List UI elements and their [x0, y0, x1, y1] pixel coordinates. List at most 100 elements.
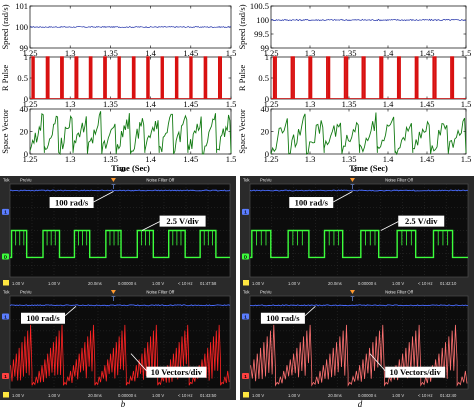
scale-annotation: 10 Vectors/div [151, 367, 203, 377]
x-tick-label: 1.5 [226, 99, 237, 109]
scale-annotation: 10 Vectors/div [390, 367, 442, 377]
footer-position: 0.00000 s [118, 393, 136, 398]
scope-b-bot: Tek PreVu Noise Filter Off T 1 1 100 rad/s 10 V… [0, 288, 236, 400]
scope-mode: PreVu [260, 178, 272, 183]
x-tick-label: 1.4 [383, 48, 394, 58]
annotation-box [21, 312, 65, 324]
channel-1-marker-icon [2, 313, 9, 320]
speed-trace [249, 189, 469, 192]
x-tick-label: 1.5 [461, 48, 472, 58]
x-tick-label: 1.4 [145, 154, 156, 164]
r-pulse-trace [250, 229, 468, 259]
channel-1-label: 1 [4, 314, 7, 319]
channel-1-marker-icon [242, 313, 249, 320]
footer-ch1-icon [3, 280, 9, 286]
x-tick-label: 1.5 [226, 154, 237, 164]
plot-frame [270, 5, 467, 49]
subplot-speed: 1.25 1.3 1.35 1.4 1.45 1.5 99 99.5 100 100.5Speed… [237, 1, 471, 58]
x-tick-label: 1.5 [226, 48, 237, 58]
x-tick-label: 1.45 [183, 48, 198, 58]
annotation-arrow [130, 353, 147, 371]
y-tick-label: 100.5 [250, 1, 269, 11]
channel-2-label: 1 [4, 374, 7, 379]
speed-annotation: 100 rad/s [55, 198, 89, 208]
x-tick-label: 1.35 [103, 99, 118, 109]
channel-2-marker-icon [242, 253, 249, 260]
trigger-t-icon: T [111, 296, 116, 303]
x-tick-label: 1.35 [342, 99, 357, 109]
footer-timebase: 20.0ms [88, 393, 102, 398]
footer-trigger-level: 1.00 V [152, 393, 164, 398]
x-tick-label: 1.25 [264, 154, 279, 164]
channel-2-marker-icon [242, 372, 249, 379]
subplot-r_pulse: 1.25 1.3 1.35 1.4 1.45 1.5 0 0.5 1 R Pulse [237, 52, 471, 109]
x-tick-label: 1.25 [23, 99, 38, 109]
subplot-r_pulse: 1.25 1.3 1.35 1.4 1.45 1.5 0 0.5 1 R Pulse [0, 52, 236, 109]
scope-filter: Noise Filter Off [146, 178, 175, 183]
x-tick-label: 1.5 [461, 154, 472, 164]
annotation-box [289, 197, 334, 209]
annotation-box [49, 197, 94, 209]
trigger-marker-icon [110, 290, 116, 294]
annotation-arrow [369, 353, 386, 371]
x-tick-label: 1.4 [383, 154, 394, 164]
x-tick-label: 1.45 [183, 99, 198, 109]
subplot-space_vector: 1.25 1.3 1.35 1.4 1.45 1.5 0 20 40 Space Vector Ti… [237, 104, 471, 173]
y-axis-label: R Pulse [0, 65, 10, 91]
footer-record: < 10 Hz [418, 281, 433, 286]
y-tick-label: 99 [261, 43, 270, 53]
x-tick-label: 1.35 [342, 48, 357, 58]
scale-annotation: 2.5 V/div [166, 216, 199, 226]
x-tick-label: 1.4 [145, 48, 156, 58]
y-tick-label: 1 [265, 52, 269, 62]
channel-2-marker-icon [2, 253, 9, 260]
scope-brand: Tek [243, 178, 250, 183]
y-tick-label: 0.5 [258, 73, 269, 83]
annotation-box [385, 366, 446, 378]
annotation-arrow [380, 221, 399, 231]
x-tick-label: 1.4 [145, 99, 156, 109]
scope-brand: Tek [3, 178, 10, 183]
y-tick-label: 0 [24, 149, 28, 159]
speed-trace [9, 189, 231, 192]
annotation-arrow [333, 191, 353, 203]
y-tick-label: 101 [15, 1, 28, 11]
space-vector-trace [250, 324, 468, 387]
footer-record: < 10 Hz [418, 393, 433, 398]
annotation-box [398, 215, 445, 227]
trigger-t-icon: T [350, 296, 355, 303]
trigger-marker-icon [110, 178, 116, 182]
y-axis-label: Speed (rad/s) [0, 4, 10, 49]
x-tick-label: 1.35 [103, 154, 118, 164]
footer-trigger-level: 1.00 V [392, 281, 404, 286]
y-tick-label: 1 [24, 52, 28, 62]
subplot-speed: 1.25 1.3 1.35 1.4 1.45 1.5 99 100 101 Speed (rad/… [0, 1, 236, 58]
x-axis-label: Time (Sec) [111, 163, 150, 173]
footer-ch1-scale: 1.00 V [252, 393, 264, 398]
y-tick-label: 100 [15, 22, 28, 32]
scope-brand: Tek [243, 290, 250, 295]
speed-annotation: 100 rad/s [26, 313, 60, 323]
channel-1-label: 1 [244, 210, 247, 215]
footer-position: 0.00000 s [358, 393, 376, 398]
x-tick-label: 1.45 [420, 154, 435, 164]
footer-ch1-icon [243, 280, 249, 286]
footer-ch2-scale: 1.00 V [288, 281, 300, 286]
footer-ch1-scale: 1.00 V [252, 281, 264, 286]
footer-position: 0.00000 s [118, 281, 136, 286]
x-tick-label: 1.3 [65, 99, 76, 109]
trigger-t-icon: T [350, 184, 355, 191]
panel-label: a [121, 164, 126, 174]
x-tick-label: 1.35 [342, 154, 357, 164]
footer-clock: 01:47:58 [200, 281, 217, 286]
x-tick-label: 1.5 [461, 99, 472, 109]
footer-record: < 10 Hz [178, 393, 193, 398]
speed-trace [249, 304, 469, 307]
x-tick-label: 1.45 [420, 48, 435, 58]
y-tick-label: 20 [261, 127, 270, 137]
footer-position: 0.00000 s [358, 281, 376, 286]
annotation-arrow [64, 305, 77, 317]
x-tick-label: 1.25 [23, 48, 38, 58]
footer-timebase: 20.0ms [328, 281, 342, 286]
